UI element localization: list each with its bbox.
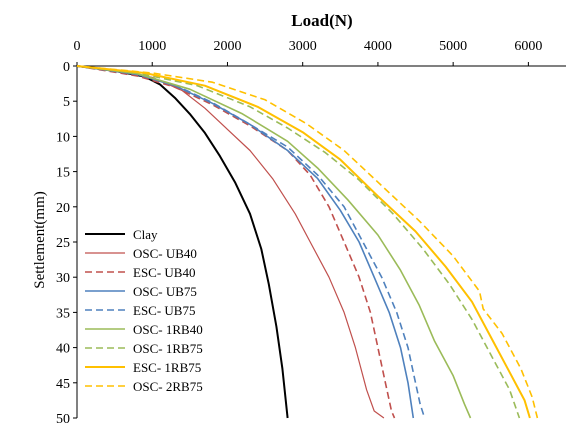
x-axis-title: Load(N) [291, 11, 352, 30]
legend-label: ESC- 1RB75 [133, 360, 201, 375]
legend-label: OSC- UB40 [133, 246, 197, 261]
series-line [76, 65, 472, 419]
legend: Clay OSC- UB40 ESC- UB40 OSC- UB75 ESC- UB75… [85, 227, 203, 394]
plot-area: 0 1000 2000 3000 4000 5000 6000 0 5 10 15 20 25 30 35 4… [56, 39, 566, 424]
legend-label: OSC- 2RB75 [133, 379, 203, 394]
series-line [76, 65, 521, 419]
legend-label: OSC- 1RB40 [133, 322, 203, 337]
y-tick-label: 15 [56, 166, 70, 181]
y-tick-label: 20 [56, 201, 70, 216]
series-line [76, 65, 289, 419]
legend-label: OSC- UB75 [133, 284, 197, 299]
series-line [76, 65, 531, 419]
y-tick-label: 25 [56, 236, 70, 251]
y-tick-label: 35 [56, 306, 70, 321]
series-line [76, 65, 385, 419]
y-tick-label: 0 [63, 60, 70, 75]
y-tick-label: 50 [56, 412, 70, 424]
y-tick-label: 5 [63, 95, 70, 110]
y-tick-label: 30 [56, 271, 70, 286]
x-tick-label: 4000 [364, 39, 392, 54]
legend-label: Clay [133, 227, 158, 242]
x-tick-label: 6000 [514, 39, 542, 54]
series-line [76, 65, 426, 419]
series-line [76, 65, 539, 419]
y-tick-label: 40 [56, 342, 70, 357]
y-axis-title: Settlement(mm) [32, 191, 48, 288]
x-tick-label: 2000 [213, 39, 241, 54]
legend-label: ESC- UB75 [133, 303, 195, 318]
series-line [76, 65, 396, 419]
x-tick-label: 0 [74, 39, 81, 54]
y-tick-label: 10 [56, 130, 70, 145]
x-tick-label: 3000 [289, 39, 317, 54]
legend-label: OSC- 1RB75 [133, 341, 203, 356]
legend-label: ESC- UB40 [133, 265, 195, 280]
series-line [76, 65, 415, 419]
y-tick-label: 45 [56, 377, 70, 392]
x-tick-label: 5000 [439, 39, 467, 54]
x-tick-label: 1000 [138, 39, 166, 54]
